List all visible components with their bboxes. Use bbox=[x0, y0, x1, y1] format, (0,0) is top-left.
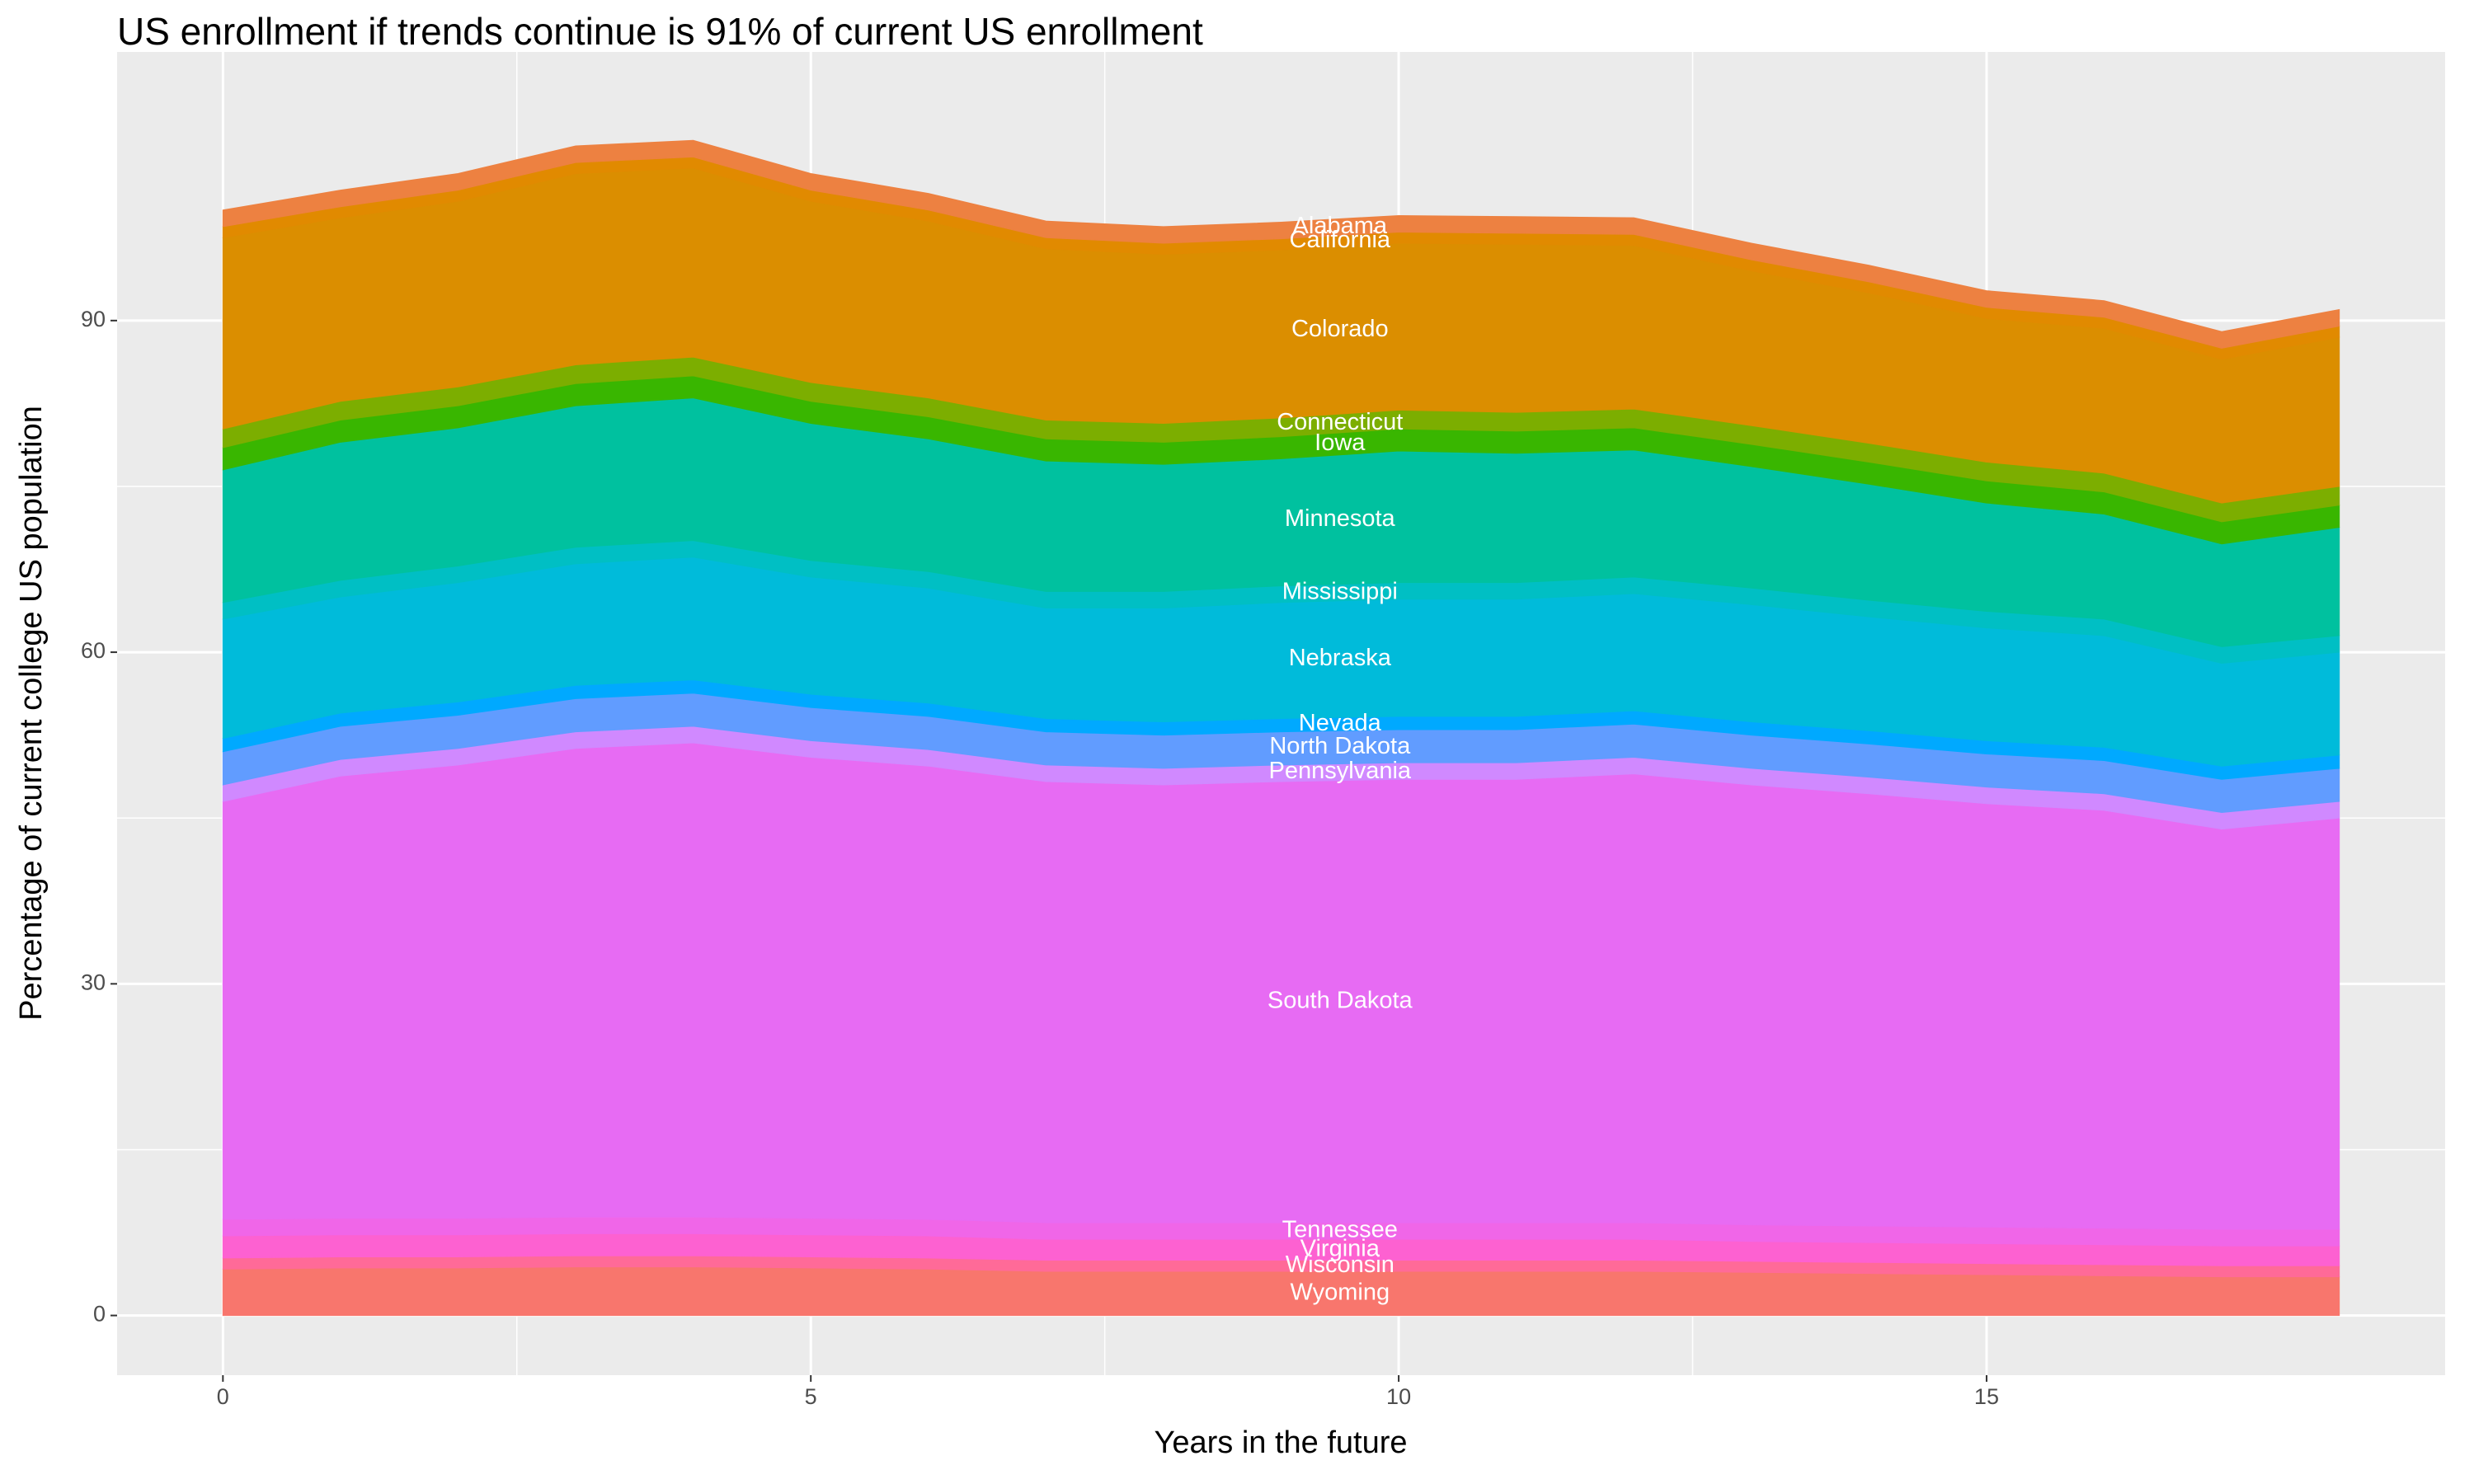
area-label: Connecticut bbox=[1277, 409, 1403, 435]
area bbox=[222, 742, 2340, 1230]
area-label: Virginia bbox=[1300, 1235, 1380, 1261]
y-tick-label: 90 bbox=[81, 307, 106, 331]
x-axis-title: Years in the future bbox=[1154, 1425, 1407, 1460]
area-label: Wisconsin bbox=[1286, 1252, 1395, 1278]
area-label: Tennessee bbox=[1282, 1217, 1398, 1243]
y-axis-title: Percentage of current college US populat… bbox=[14, 406, 49, 1021]
area-label: Wyoming bbox=[1290, 1279, 1390, 1305]
area bbox=[222, 139, 2340, 349]
area-label: Alabama bbox=[1293, 213, 1388, 239]
x-tick-label: 0 bbox=[217, 1384, 229, 1409]
area-label: Mississippi bbox=[1282, 578, 1398, 604]
area-label: South Dakota bbox=[1268, 987, 1413, 1013]
chart-title: US enrollment if trends continue is 91% … bbox=[117, 10, 1203, 53]
area-label: Minnesota bbox=[1285, 505, 1396, 532]
area-label: North Dakota bbox=[1269, 733, 1411, 759]
area-label: Iowa bbox=[1315, 430, 1366, 456]
y-tick-label: 0 bbox=[93, 1302, 106, 1327]
area-label: Nevada bbox=[1299, 710, 1382, 736]
x-tick-label: 5 bbox=[805, 1384, 817, 1409]
x-tick-label: 10 bbox=[1386, 1384, 1411, 1409]
area-label: Colorado bbox=[1291, 316, 1389, 342]
axes: 0 30 60 90 0 5 10 15 bbox=[81, 307, 1999, 1409]
x-tick-label: 15 bbox=[1974, 1384, 1999, 1409]
area-label: Nebraska bbox=[1289, 645, 1392, 671]
area-label: California bbox=[1290, 227, 1391, 253]
y-tick-label: 60 bbox=[81, 638, 106, 663]
area-label: Pennsylvania bbox=[1269, 758, 1412, 784]
y-tick-label: 30 bbox=[81, 970, 106, 994]
areas bbox=[222, 139, 2340, 1317]
